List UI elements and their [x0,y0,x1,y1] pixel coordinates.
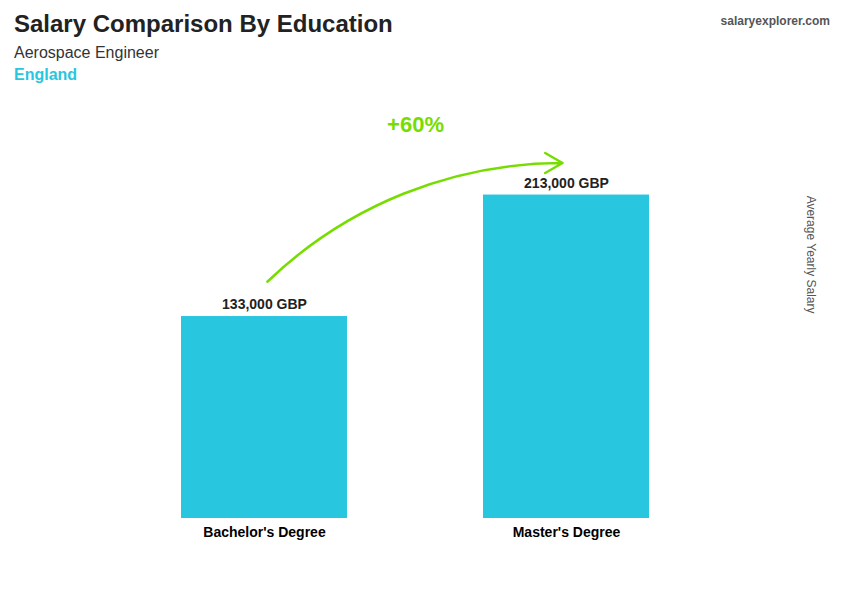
svg-text:133,000 GBP: 133,000 GBP [222,296,307,312]
svg-text:Bachelor's Degree: Bachelor's Degree [203,524,326,540]
html-text:Salary Comparison By Education: Salary Comparison By Education [14,10,393,37]
html-text:salaryexplorer.com: salaryexplorer.com [720,14,830,28]
html-text:England: England [14,66,78,83]
svg-text:+60%: +60% [387,112,444,137]
svg-text:213,000 GBP: 213,000 GBP [524,175,609,191]
svg-text:Master's Degree: Master's Degree [513,524,621,540]
html-text:Aerospace Engineer: Aerospace Engineer [14,44,159,61]
svg-text:Average Yearly Salary: Average Yearly Salary [804,196,818,314]
